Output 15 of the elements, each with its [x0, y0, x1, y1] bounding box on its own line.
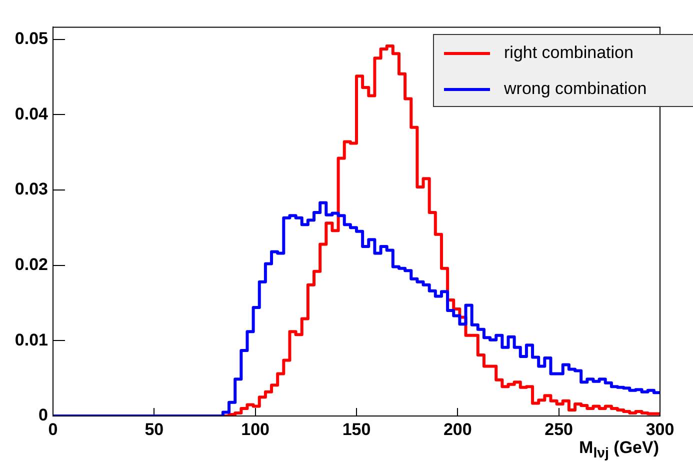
x-axis-title: M$_{lνj}$ (GeV) [579, 438, 659, 462]
legend-label: wrong combination [504, 79, 647, 99]
x-tick-label: 300 [646, 420, 674, 439]
x-tick-label: 200 [443, 420, 472, 439]
legend-label: right combination [504, 43, 634, 63]
x-tick-label: 50 [144, 420, 164, 439]
y-tick-label: 0.03 [14, 180, 48, 199]
y-tick-label: 0.01 [14, 330, 48, 350]
y-tick-label: 0 [38, 406, 48, 425]
y-tick-label: 0.02 [14, 254, 48, 274]
x-tick-label: 100 [241, 420, 270, 439]
y-tick-label: 0.04 [14, 104, 49, 124]
x-tick-label: 250 [544, 420, 574, 439]
x-tick-label: 150 [342, 420, 371, 439]
y-tick-label: 0.05 [14, 28, 48, 48]
